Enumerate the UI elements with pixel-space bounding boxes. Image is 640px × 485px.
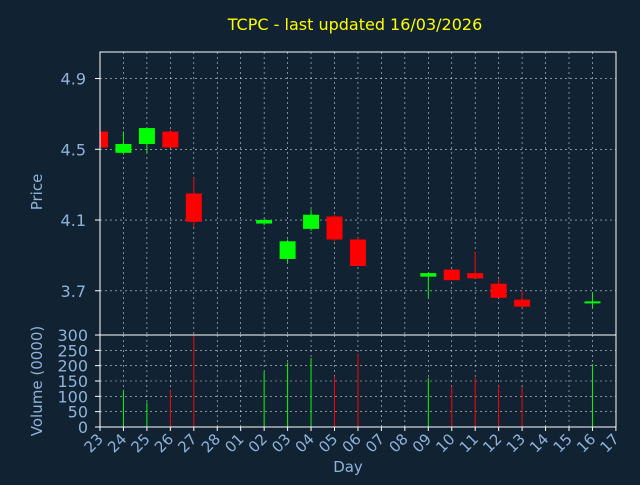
volume-bars [100,335,593,427]
candle-body [138,128,155,144]
volume-tick-label: 300 [57,326,88,345]
candle-body [162,131,179,148]
volume-panel-frame [99,334,617,428]
candle-body [326,216,343,240]
price-axis-label: Price [28,174,46,211]
volume-tick-label: 0 [78,418,88,437]
volume-tick-label: 100 [57,387,88,406]
candle-body [100,131,108,148]
price-tick-labels: 3.7 4.1 4.5 4.9 [61,70,100,301]
candle-body [279,241,296,259]
candle-body [443,269,460,281]
candle-body [256,220,273,224]
volume-tick-label: 50 [68,403,88,422]
volume-tick-label: 200 [57,357,88,376]
candle-body [514,299,531,307]
volume-tick-label: 250 [57,341,88,360]
candle-body [349,239,366,267]
volume-tick-label: 150 [57,372,88,391]
volume-axis-label: Volume (0000) [28,326,46,436]
candle-body [420,273,437,277]
candles [100,128,601,309]
price-tick-label: 4.9 [61,70,86,89]
candle-body [185,193,202,222]
candle-body [490,283,507,298]
x-axis-label: Day [333,458,363,476]
price-tick-label: 4.1 [61,211,86,230]
candle-body [303,214,320,229]
candle-body [115,143,132,153]
price-tick-label: 3.7 [61,282,86,301]
chart-title: TCPC - last updated 16/03/2026 [227,15,483,34]
candle-body [467,273,484,279]
price-tick-label: 4.5 [61,140,86,159]
candle-body [584,301,601,304]
